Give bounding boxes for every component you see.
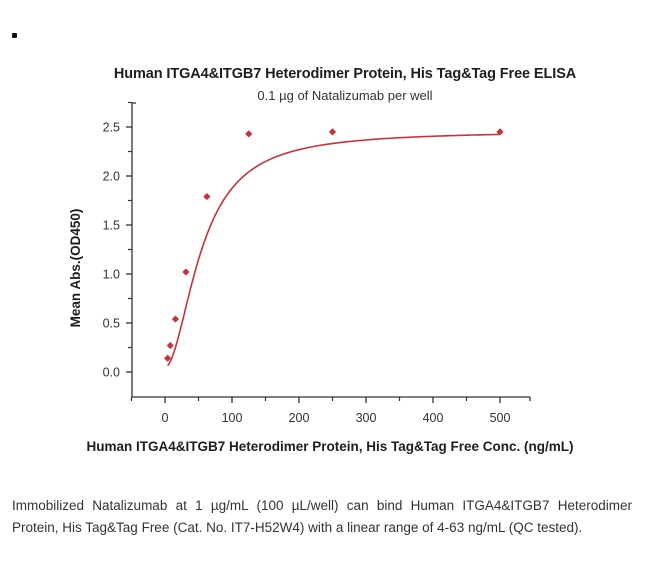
fit-curve: [166, 133, 500, 367]
y-axis: 0.0 0.5 1.0 1.5 2.0 2.5: [103, 101, 136, 397]
y-tick-label: 1.5: [103, 219, 120, 233]
x-tick-label: 500: [490, 411, 511, 425]
x-tick-label: 400: [423, 411, 444, 425]
data-point-diamond: [496, 128, 504, 136]
x-axis-title: Human ITGA4&ITGB7 Heterodimer Protein, H…: [86, 439, 573, 454]
x-tick-label: 200: [289, 411, 310, 425]
data-point-diamond: [166, 341, 174, 350]
bullet-marker: [12, 33, 17, 38]
data-point-diamond: [182, 268, 190, 276]
chart-title: Human ITGA4&ITGB7 Heterodimer Protein, H…: [113, 66, 577, 82]
y-tick-label: 2.5: [103, 121, 120, 135]
chart-subtitle: 0.1 µg of Natalizumab per well: [257, 88, 433, 103]
y-axis-title: Mean Abs.(OD450): [68, 209, 83, 328]
x-tick-label: 100: [222, 411, 243, 425]
y-tick-label: 0.0: [103, 366, 120, 380]
chart-plot-area: 0.0 0.5 1.0 1.5 2.0 2.5 0 100 200 300 400 500 Mean…: [68, 101, 574, 454]
y-tick-label: 1.0: [103, 268, 120, 282]
data-markers: [164, 128, 504, 362]
x-tick-label: 0: [162, 411, 169, 425]
data-point-diamond: [171, 315, 180, 323]
data-point-diamond: [203, 192, 211, 201]
y-tick-label: 2.0: [103, 170, 120, 184]
data-point-diamond: [164, 354, 172, 362]
y-tick-label: 0.5: [103, 317, 120, 331]
data-point-diamond: [328, 128, 337, 136]
figure-caption: Immobilized Natalizumab at 1 µg/mL (100 …: [12, 498, 632, 535]
x-axis: 0 100 200 300 400 500: [130, 396, 531, 425]
x-tick-label: 300: [356, 411, 377, 425]
data-point-diamond: [245, 130, 253, 138]
